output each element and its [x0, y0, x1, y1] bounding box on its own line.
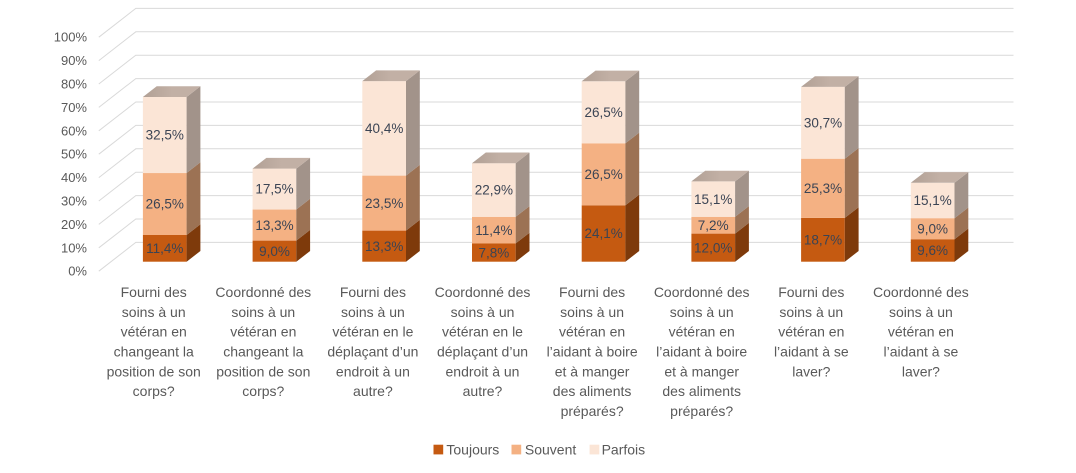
svg-text:32,5%: 32,5% — [146, 128, 184, 143]
svg-text:26,5%: 26,5% — [146, 197, 184, 212]
svg-text:Souvent: Souvent — [525, 441, 576, 457]
svg-text:Fourni des: Fourni des — [778, 284, 844, 300]
svg-text:vétéran en: vétéran en — [121, 324, 187, 340]
svg-text:70%: 70% — [61, 100, 87, 115]
svg-text:17,5%: 17,5% — [255, 182, 293, 197]
svg-text:corps?: corps? — [242, 383, 284, 399]
svg-text:des aliments: des aliments — [662, 383, 741, 399]
svg-text:soins à un: soins à un — [560, 304, 624, 320]
svg-text:40%: 40% — [61, 170, 87, 185]
svg-text:30%: 30% — [61, 194, 87, 209]
svg-text:26,5%: 26,5% — [584, 105, 622, 120]
svg-text:soins à un: soins à un — [779, 304, 843, 320]
svg-text:50%: 50% — [61, 147, 87, 162]
svg-text:9,0%: 9,0% — [259, 244, 290, 259]
svg-text:40,4%: 40,4% — [365, 121, 403, 136]
svg-text:soins à un: soins à un — [889, 304, 953, 320]
svg-text:Coordonné des: Coordonné des — [873, 284, 969, 300]
svg-text:Coordonné des: Coordonné des — [215, 284, 311, 300]
svg-text:l’aidant à se: l’aidant à se — [774, 344, 849, 360]
svg-text:30,7%: 30,7% — [804, 116, 842, 131]
svg-text:18,7%: 18,7% — [804, 233, 842, 248]
svg-text:25,3%: 25,3% — [804, 181, 842, 196]
svg-text:laver?: laver? — [792, 363, 830, 379]
svg-text:7,2%: 7,2% — [698, 218, 729, 233]
svg-text:des aliments: des aliments — [553, 383, 632, 399]
svg-text:90%: 90% — [61, 53, 87, 68]
svg-text:soins à un: soins à un — [122, 304, 186, 320]
svg-text:vétéran en le: vétéran en le — [442, 324, 523, 340]
svg-text:13,3%: 13,3% — [255, 218, 293, 233]
svg-text:60%: 60% — [61, 123, 87, 138]
svg-text:23,5%: 23,5% — [365, 196, 403, 211]
svg-text:10%: 10% — [61, 240, 87, 255]
svg-text:12,0%: 12,0% — [694, 240, 732, 255]
svg-text:Parfois: Parfois — [602, 441, 646, 457]
svg-text:changeant la: changeant la — [223, 344, 303, 360]
svg-text:22,9%: 22,9% — [475, 183, 513, 198]
svg-text:vétéran en le: vétéran en le — [332, 324, 413, 340]
svg-text:vétéran en: vétéran en — [778, 324, 844, 340]
svg-text:vétéran en: vétéran en — [669, 324, 735, 340]
svg-text:13,3%: 13,3% — [365, 239, 403, 254]
svg-text:position de son: position de son — [216, 363, 310, 379]
svg-text:endroit à un: endroit à un — [446, 363, 520, 379]
svg-text:20%: 20% — [61, 217, 87, 232]
svg-text:déplaçant d’un: déplaçant d’un — [437, 344, 528, 360]
svg-text:soins à un: soins à un — [670, 304, 734, 320]
svg-text:corps?: corps? — [133, 383, 175, 399]
svg-text:déplaçant d’un: déplaçant d’un — [327, 344, 418, 360]
svg-text:soins à un: soins à un — [341, 304, 405, 320]
svg-text:80%: 80% — [61, 77, 87, 92]
svg-text:Coordonné des: Coordonné des — [435, 284, 531, 300]
svg-text:26,5%: 26,5% — [584, 167, 622, 182]
svg-text:vétéran en: vétéran en — [559, 324, 625, 340]
svg-text:l’aidant à boire: l’aidant à boire — [656, 344, 747, 360]
svg-text:15,1%: 15,1% — [694, 192, 732, 207]
svg-text:Fourni des: Fourni des — [559, 284, 625, 300]
svg-text:100%: 100% — [54, 30, 88, 45]
svg-text:9,6%: 9,6% — [917, 243, 948, 258]
svg-text:vétéran en: vétéran en — [230, 324, 296, 340]
svg-text:7,8%: 7,8% — [479, 245, 510, 260]
svg-text:vétéran en: vétéran en — [888, 324, 954, 340]
svg-text:préparés?: préparés? — [670, 403, 733, 419]
svg-text:et à manger: et à manger — [555, 363, 630, 379]
svg-text:préparés?: préparés? — [561, 403, 624, 419]
svg-text:et à manger: et à manger — [664, 363, 739, 379]
svg-text:position de son: position de son — [107, 363, 201, 379]
svg-text:l’aidant à se: l’aidant à se — [884, 344, 959, 360]
svg-text:11,4%: 11,4% — [146, 241, 183, 256]
svg-text:11,4%: 11,4% — [475, 223, 512, 238]
svg-text:Toujours: Toujours — [446, 441, 499, 457]
svg-text:soins à un: soins à un — [231, 304, 295, 320]
svg-text:autre?: autre? — [463, 383, 503, 399]
svg-text:soins à un: soins à un — [451, 304, 515, 320]
svg-text:Fourni des: Fourni des — [121, 284, 187, 300]
svg-text:l’aidant à boire: l’aidant à boire — [547, 344, 638, 360]
svg-text:autre?: autre? — [353, 383, 393, 399]
svg-text:9,0%: 9,0% — [917, 221, 948, 236]
svg-text:changeant la: changeant la — [114, 344, 194, 360]
svg-text:0%: 0% — [68, 264, 87, 279]
svg-text:15,1%: 15,1% — [913, 193, 951, 208]
svg-text:24,1%: 24,1% — [584, 226, 622, 241]
svg-text:Coordonné des: Coordonné des — [654, 284, 750, 300]
svg-text:endroit à un: endroit à un — [336, 363, 410, 379]
svg-text:laver?: laver? — [902, 363, 940, 379]
svg-text:Fourni des: Fourni des — [340, 284, 406, 300]
